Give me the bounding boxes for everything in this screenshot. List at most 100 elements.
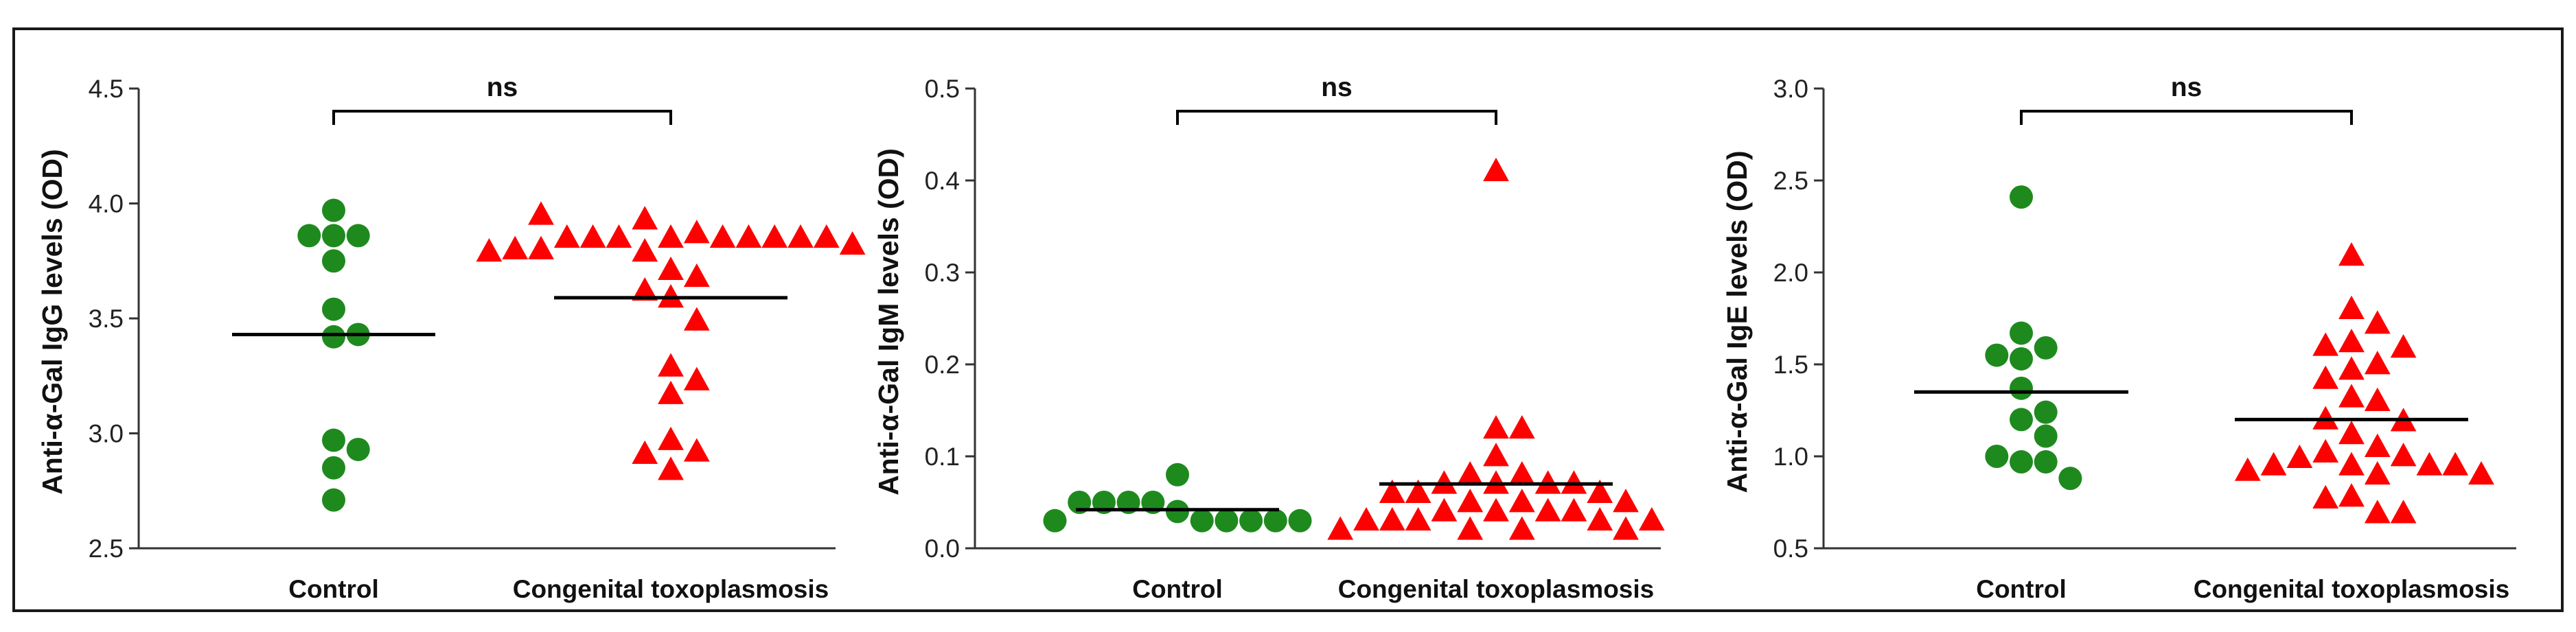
data-point-control — [322, 224, 345, 248]
data-point-control — [322, 325, 345, 349]
data-point-toxoplasmosis — [1508, 414, 1535, 439]
data-point-toxoplasmosis — [2338, 242, 2365, 266]
data-point-toxoplasmosis — [2312, 438, 2339, 463]
category-label: Congenital toxoplasmosis — [513, 575, 829, 603]
y-tick-label: 3.0 — [89, 420, 124, 448]
significance-label: ns — [1321, 73, 1353, 102]
data-point-control — [2010, 347, 2033, 371]
data-point-toxoplasmosis — [1534, 498, 1561, 522]
data-point-control — [322, 428, 345, 452]
data-point-toxoplasmosis — [2364, 433, 2391, 457]
data-point-control — [322, 297, 345, 321]
category-label: Control — [1976, 575, 2067, 603]
significance-bracket — [332, 110, 672, 125]
data-point-toxoplasmosis — [683, 438, 710, 462]
data-point-toxoplasmosis — [2338, 483, 2365, 507]
y-tick-label: 0.5 — [925, 75, 960, 103]
data-point-toxoplasmosis — [1483, 443, 1509, 467]
data-point-control — [1985, 343, 2009, 367]
category-label: Control — [288, 575, 379, 603]
data-point-toxoplasmosis — [658, 353, 684, 377]
data-point-toxoplasmosis — [2312, 365, 2339, 389]
data-point-toxoplasmosis — [1613, 489, 1639, 513]
y-tick-label: 3.0 — [1773, 75, 1808, 103]
data-point-control — [1043, 508, 1067, 532]
data-point-control — [1190, 508, 1214, 532]
data-point-toxoplasmosis — [1457, 516, 1484, 540]
data-point-toxoplasmosis — [2338, 421, 2365, 445]
data-point-control — [2034, 450, 2058, 474]
data-point-toxoplasmosis — [683, 263, 710, 288]
category-label: Congenital toxoplasmosis — [1338, 575, 1655, 603]
y-tick-label: 0.4 — [925, 167, 960, 195]
data-point-toxoplasmosis — [1534, 470, 1561, 494]
data-point-control — [1166, 500, 1189, 524]
data-point-toxoplasmosis — [2390, 500, 2417, 524]
data-point-control — [1166, 463, 1189, 487]
data-point-toxoplasmosis — [658, 256, 684, 281]
data-point-toxoplasmosis — [2364, 500, 2391, 524]
data-point-control — [2010, 408, 2033, 432]
data-point-toxoplasmosis — [606, 224, 632, 248]
data-point-toxoplasmosis — [658, 380, 684, 404]
data-point-toxoplasmosis — [2364, 387, 2391, 411]
data-point-control — [2034, 424, 2058, 448]
data-point-toxoplasmosis — [553, 224, 580, 248]
y-tick-label: 2.5 — [1773, 167, 1808, 195]
data-point-control — [1215, 508, 1239, 532]
data-point-toxoplasmosis — [476, 238, 503, 262]
data-point-toxoplasmosis — [1431, 470, 1458, 494]
data-point-toxoplasmosis — [528, 235, 554, 259]
data-point-toxoplasmosis — [2390, 443, 2417, 467]
significance-bracket — [2020, 110, 2353, 125]
data-point-toxoplasmosis — [2338, 452, 2365, 476]
data-point-toxoplasmosis — [1638, 506, 1665, 531]
data-point-toxoplasmosis — [813, 224, 840, 248]
data-point-toxoplasmosis — [2338, 356, 2365, 380]
category-label: Congenital toxoplasmosis — [2194, 575, 2510, 603]
data-point-toxoplasmosis — [1508, 516, 1535, 540]
y-tick-label: 2.0 — [1773, 259, 1808, 287]
y-axis-title: Anti-α-Gal IgM levels (OD) — [873, 148, 904, 495]
data-point-toxoplasmosis — [709, 224, 736, 248]
data-point-toxoplasmosis — [658, 456, 684, 480]
y-tick-label: 0.3 — [925, 259, 960, 287]
y-tick-label: 0.0 — [925, 535, 960, 563]
data-point-toxoplasmosis — [1483, 414, 1509, 439]
chart-ige: 0.5 1.0 1.5 2.0 2.5 3.0 Anti-α-Gal IgE levels … — [1721, 73, 2516, 603]
data-point-toxoplasmosis — [1483, 470, 1509, 494]
data-point-control — [2034, 400, 2058, 424]
data-point-toxoplasmosis — [683, 366, 710, 390]
y-tick-label: 4.0 — [89, 190, 124, 218]
data-point-toxoplasmosis — [2364, 460, 2391, 485]
data-point-control — [346, 437, 370, 461]
data-point-toxoplasmosis — [735, 224, 762, 248]
data-point-toxoplasmosis — [2234, 457, 2261, 481]
data-point-toxoplasmosis — [2312, 406, 2339, 430]
data-point-toxoplasmosis — [1457, 460, 1484, 485]
data-point-toxoplasmosis — [2260, 452, 2287, 476]
data-point-toxoplasmosis — [1587, 506, 1613, 531]
data-point-toxoplasmosis — [1457, 489, 1484, 513]
data-point-toxoplasmosis — [502, 235, 529, 259]
data-point-toxoplasmosis — [2338, 295, 2365, 319]
data-point-control — [1985, 445, 2009, 468]
chart-igg: 2.5 3.0 3.5 4.0 4.5 Anti-α-Gal IgG levels (OD… — [36, 73, 866, 603]
data-point-toxoplasmosis — [528, 201, 554, 225]
data-point-control — [322, 249, 345, 273]
data-point-toxoplasmosis — [632, 440, 658, 465]
y-tick-label: 0.1 — [925, 443, 960, 471]
data-point-toxoplasmosis — [1587, 479, 1613, 503]
y-axis-title: Anti-α-Gal IgE levels (OD) — [1721, 150, 1753, 493]
data-point-toxoplasmosis — [2468, 460, 2494, 485]
data-point-toxoplasmosis — [632, 206, 658, 230]
y-tick-label: 2.5 — [89, 535, 124, 563]
data-point-toxoplasmosis — [839, 231, 866, 255]
data-point-control — [2010, 450, 2033, 474]
y-tick-label: 1.5 — [1773, 351, 1808, 379]
category-label: Control — [1132, 575, 1223, 603]
data-point-control — [2058, 467, 2082, 491]
data-point-toxoplasmosis — [1508, 460, 1535, 485]
significance-bracket — [1176, 110, 1497, 125]
data-point-toxoplasmosis — [658, 284, 684, 308]
